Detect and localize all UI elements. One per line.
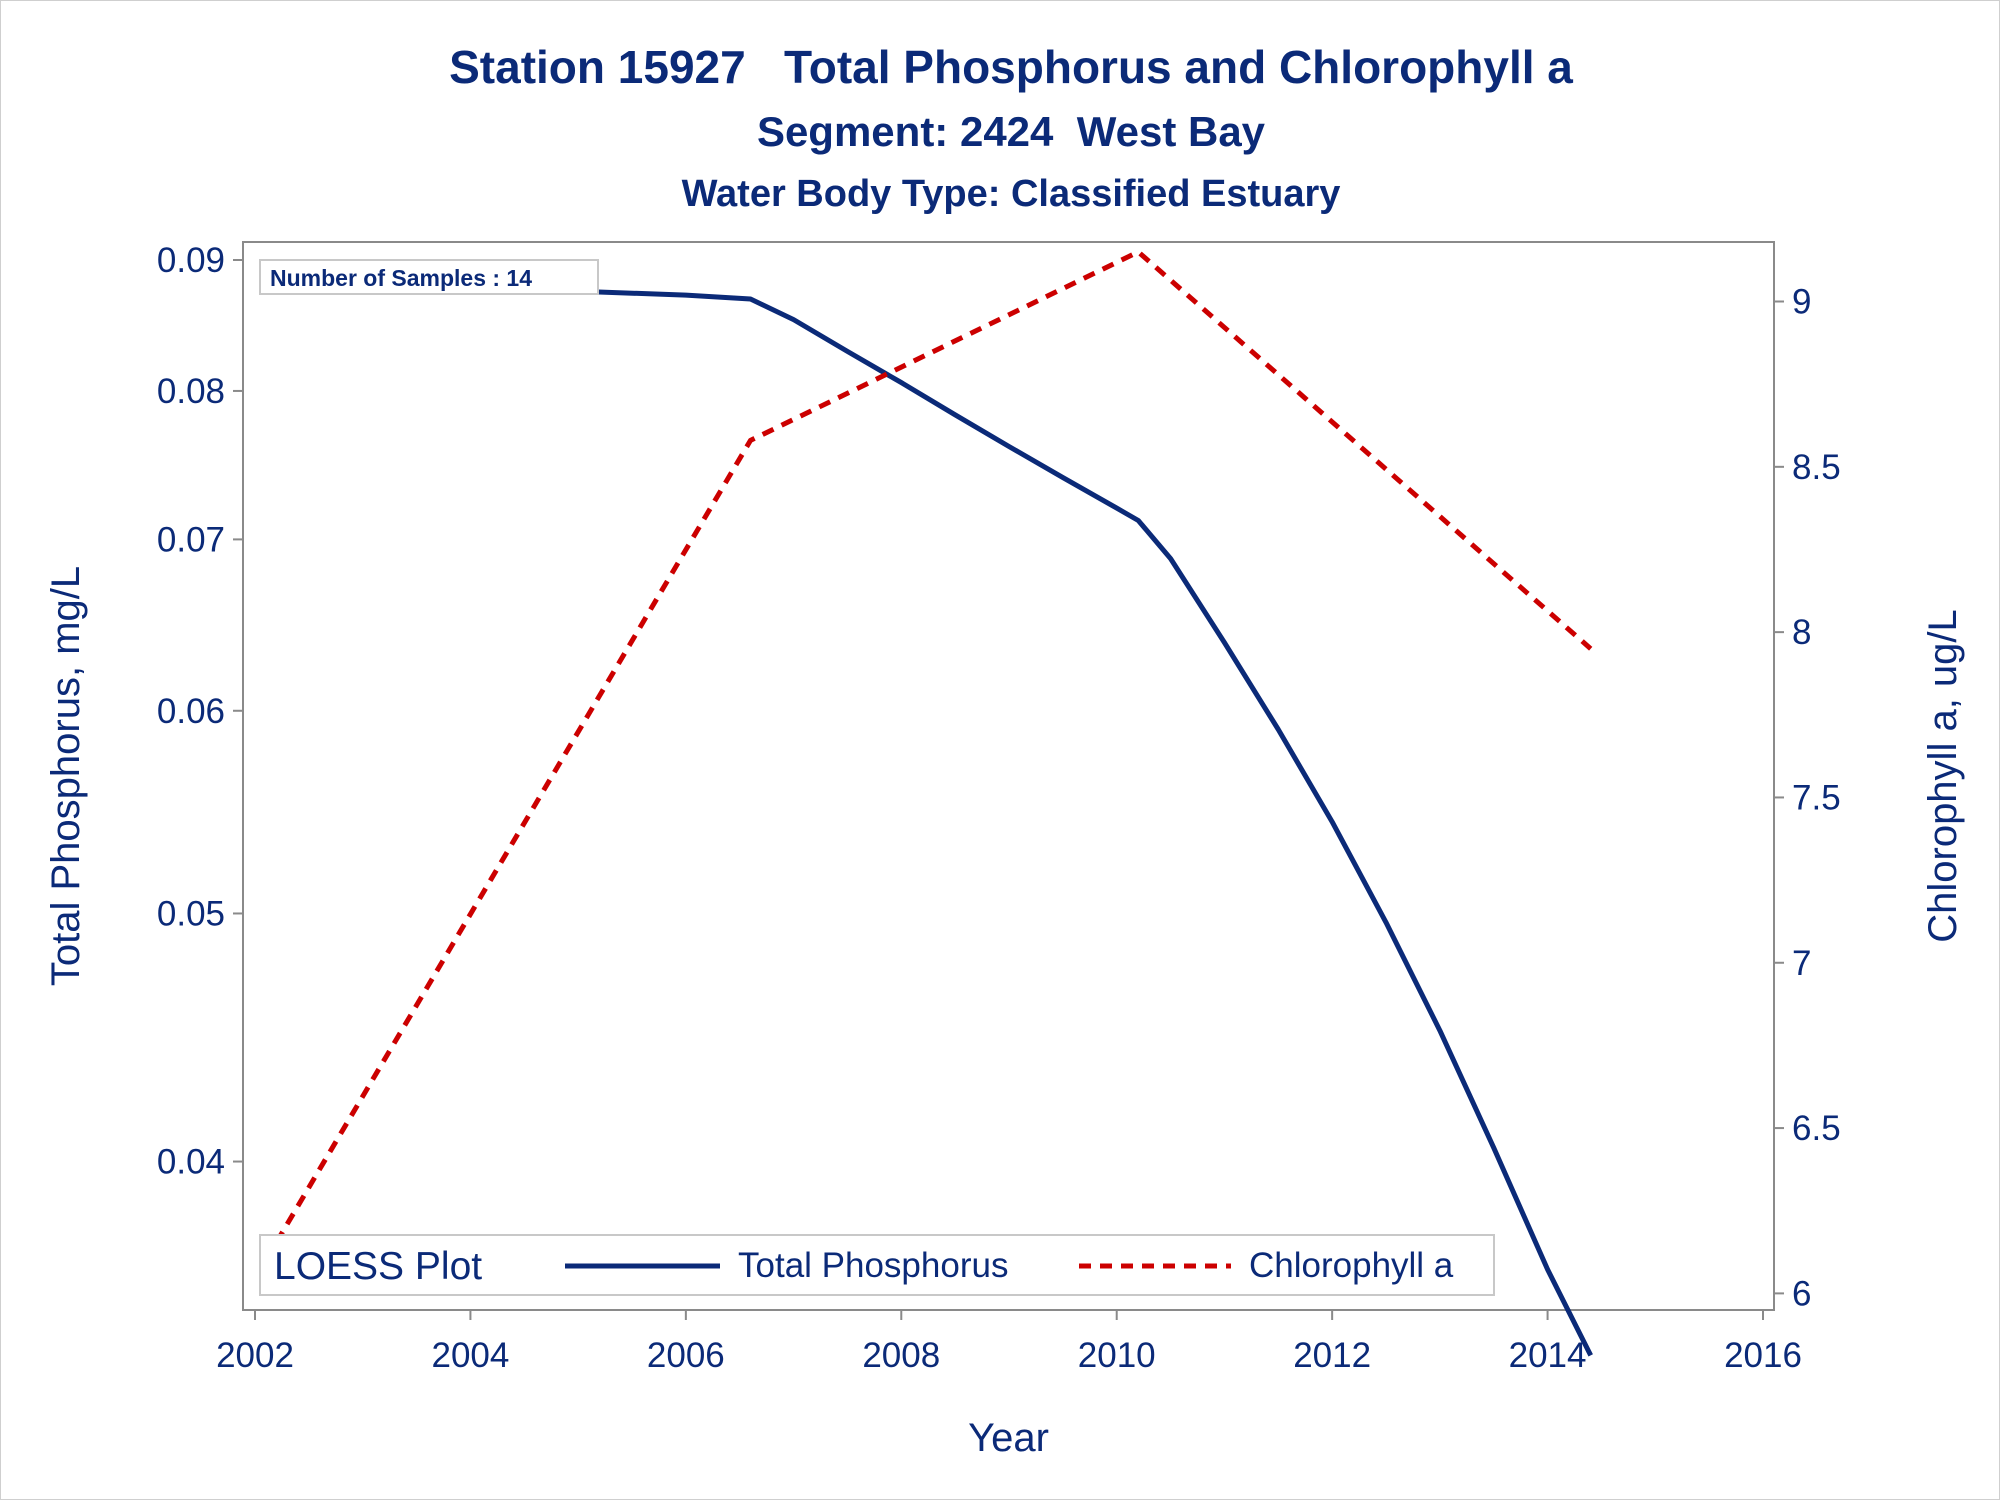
plot-area: 2002 2004 2006 2008 2010 2012 2014 2016 0.04 0.05…	[44, 241, 1965, 1460]
y-left-tick-label: 0.09	[157, 241, 225, 280]
y-right-axis-label: Chlorophyll a, ug/L	[1921, 609, 1965, 943]
y-left-tick-label: 0.06	[157, 692, 225, 731]
plot-frame	[242, 241, 1775, 1311]
x-tick-label: 2002	[216, 1336, 294, 1375]
y-right-tick-label: 6	[1792, 1274, 1811, 1313]
chart-subtitle: Segment: 2424 West Bay	[757, 108, 1266, 155]
y-right-tick-label: 8	[1792, 613, 1811, 652]
chart-subtitle-2: Water Body Type: Classified Estuary	[682, 173, 1341, 215]
series-line-chlorophyll-a	[263, 249, 1593, 1262]
x-tick-label: 2012	[1293, 1336, 1371, 1375]
sample-count-text: Number of Samples : 14	[270, 265, 532, 291]
legend-label-chlorophyll-a: Chlorophyll a	[1249, 1246, 1454, 1285]
x-tick-label: 2014	[1509, 1336, 1587, 1375]
legend-frame	[259, 1234, 1495, 1296]
y-right-tick-label: 8.5	[1792, 448, 1841, 487]
y-left-tick-label: 0.04	[157, 1143, 225, 1182]
chart-title: Station 15927 Total Phosphorus and Chlor…	[449, 41, 1573, 93]
legend-label-total-phosphorus: Total Phosphorus	[738, 1246, 1008, 1285]
x-tick-label: 2004	[431, 1336, 509, 1375]
x-tick-label: 2010	[1078, 1336, 1156, 1375]
x-axis-label: Year	[968, 1416, 1049, 1460]
y-left-tick-label: 0.08	[157, 372, 225, 411]
x-tick-label: 2016	[1724, 1336, 1802, 1375]
y-left-axis-label: Total Phosphorus, mg/L	[44, 566, 88, 986]
sample-count-frame	[259, 259, 599, 295]
sample-count-box: Number of Samples : 14	[259, 259, 599, 295]
y-right-tick-label: 7	[1792, 944, 1811, 983]
legend: LOESS Plot Total Phosphorus Chlorophyll …	[259, 1234, 1495, 1296]
x-tick-label: 2008	[862, 1336, 940, 1375]
series-layer	[263, 249, 1593, 1357]
y-right-tick-label: 9	[1792, 283, 1811, 322]
legend-title: LOESS Plot	[274, 1245, 482, 1288]
y-right-tick-label: 7.5	[1792, 778, 1841, 817]
y-left-tick-label: 0.05	[157, 894, 225, 933]
x-tick-label: 2006	[647, 1336, 725, 1375]
y-left-tick-label: 0.07	[157, 520, 225, 559]
y-right-tick-label: 6.5	[1792, 1109, 1841, 1148]
series-line-total-phosphorus	[265, 276, 1593, 1357]
